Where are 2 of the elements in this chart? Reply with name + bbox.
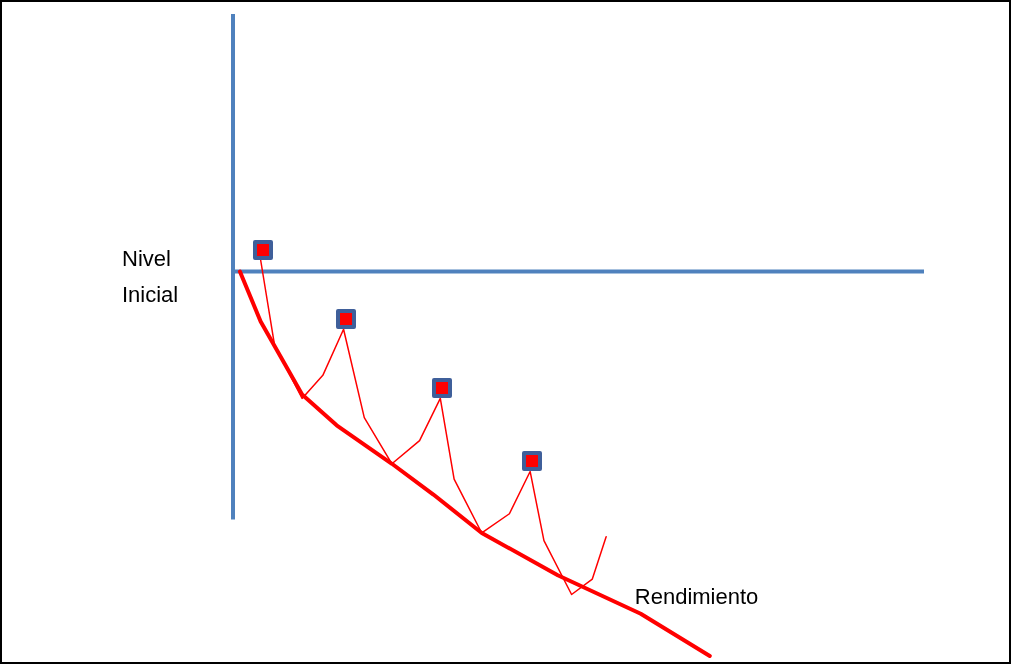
series-label: Rendimiento	[634, 584, 759, 610]
text: Nivel Inicial	[122, 245, 179, 307]
